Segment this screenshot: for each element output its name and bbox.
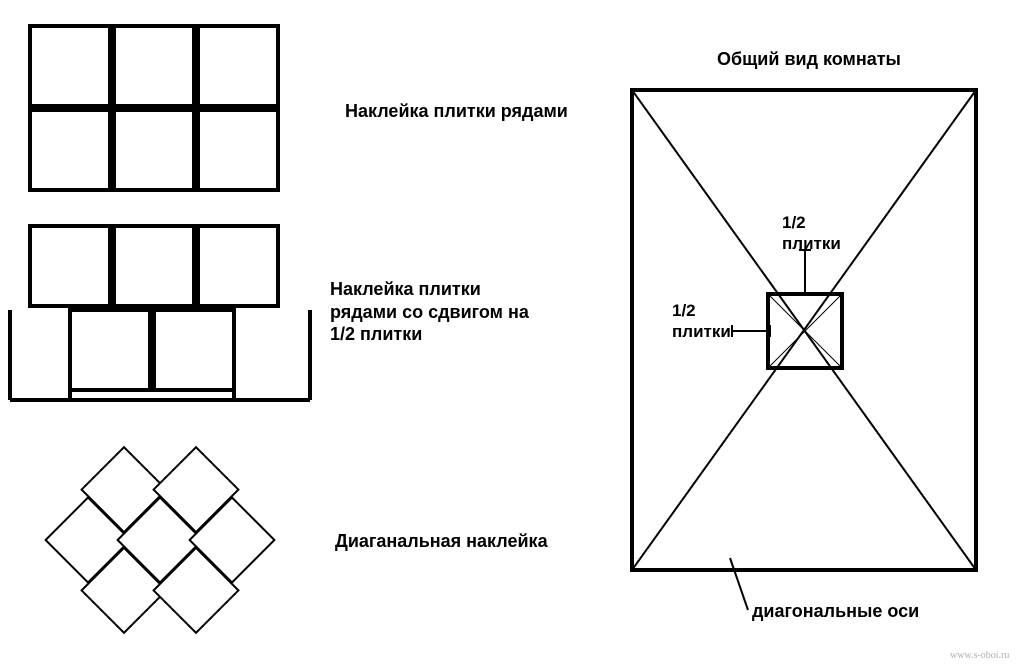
label-pattern-rows: Наклейка плитки рядами <box>345 100 568 123</box>
label-pattern-diagonal: Диаганальная наклейка <box>335 530 548 553</box>
label-pattern-offset: Наклейка плитки рядами со сдвигом на 1/2… <box>330 278 529 346</box>
label-room-title: Общий вид комнаты <box>717 48 901 71</box>
label-half-tile-left: 1/2 плитки <box>672 300 731 343</box>
watermark: www.s-oboi.ru <box>950 650 1009 661</box>
label-diagonal-axes: диагональные оси <box>752 600 919 623</box>
label-half-tile-top: 1/2 плитки <box>782 212 841 255</box>
